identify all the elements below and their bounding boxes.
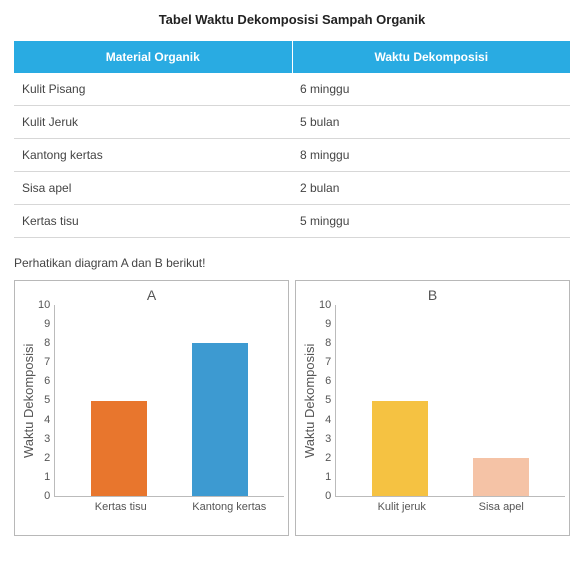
table-cell: Sisa apel xyxy=(14,172,292,205)
chart-panel-a: A Waktu Dekomposisi 109876543210 Kertas … xyxy=(14,280,289,536)
table-cell: Kantong kertas xyxy=(14,139,292,172)
xtick-label: Sisa apel xyxy=(473,501,529,513)
table-cell: Kulit Pisang xyxy=(14,73,292,106)
decomposition-table: Material Organik Waktu Dekomposisi Kulit… xyxy=(14,41,570,238)
instruction-text: Perhatikan diagram A dan B berikut! xyxy=(14,256,570,270)
chart-ylabel: Waktu Dekomposisi xyxy=(300,305,319,497)
table-row: Kertas tisu 5 minggu xyxy=(14,205,570,238)
page-title: Tabel Waktu Dekomposisi Sampah Organik xyxy=(14,12,570,27)
chart-title: A xyxy=(19,287,284,303)
chart-xaxis: Kulit jeruk Sisa apel xyxy=(338,497,565,513)
xtick-label: Kulit jeruk xyxy=(374,501,430,513)
table-cell: 5 bulan xyxy=(292,106,570,139)
table-row: Kulit Pisang 6 minggu xyxy=(14,73,570,106)
charts-container: A Waktu Dekomposisi 109876543210 Kertas … xyxy=(14,280,570,536)
table-row: Sisa apel 2 bulan xyxy=(14,172,570,205)
chart-ylabel: Waktu Dekomposisi xyxy=(19,305,38,497)
chart-plot xyxy=(54,305,284,497)
chart-yaxis: 109876543210 xyxy=(38,305,54,497)
table-header: Material Organik xyxy=(14,41,292,73)
table-cell: Kertas tisu xyxy=(14,205,292,238)
chart-plot xyxy=(335,305,565,497)
table-row: Kantong kertas 8 minggu xyxy=(14,139,570,172)
xtick-label: Kertas tisu xyxy=(93,501,149,513)
table-cell: 2 bulan xyxy=(292,172,570,205)
chart-xaxis: Kertas tisu Kantong kertas xyxy=(57,497,284,513)
chart-title: B xyxy=(300,287,565,303)
chart-bar xyxy=(473,458,529,496)
table-cell: 5 minggu xyxy=(292,205,570,238)
xtick-label: Kantong kertas xyxy=(192,501,248,513)
table-cell: 6 minggu xyxy=(292,73,570,106)
chart-panel-b: B Waktu Dekomposisi 109876543210 Kulit j… xyxy=(295,280,570,536)
table-header: Waktu Dekomposisi xyxy=(292,41,570,73)
chart-bar xyxy=(372,401,428,497)
chart-yaxis: 109876543210 xyxy=(319,305,335,497)
table-row: Kulit Jeruk 5 bulan xyxy=(14,106,570,139)
chart-bar xyxy=(192,343,248,496)
table-cell: 8 minggu xyxy=(292,139,570,172)
chart-bar xyxy=(91,401,147,497)
table-cell: Kulit Jeruk xyxy=(14,106,292,139)
